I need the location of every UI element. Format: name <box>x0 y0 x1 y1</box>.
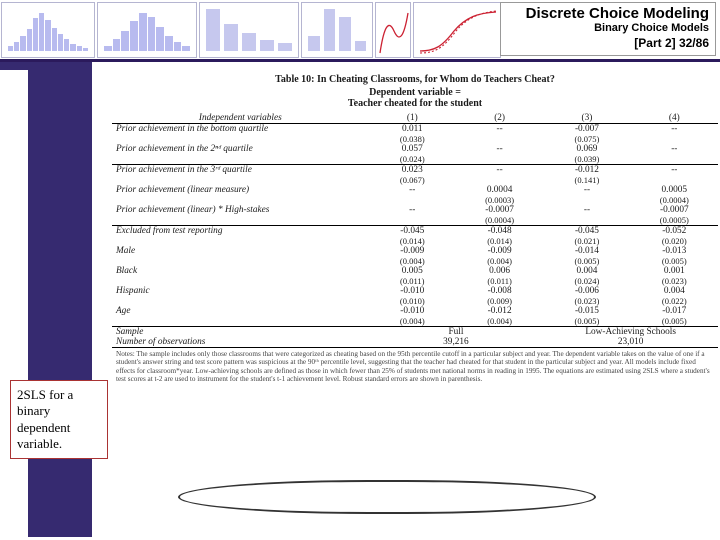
header-band: Discrete Choice Modeling Binary Choice M… <box>0 0 720 62</box>
title-sub: Binary Choice Models <box>507 22 709 34</box>
mini-chart-1 <box>1 2 95 58</box>
annotation-box: 2SLS for a binary dependent variable. <box>10 380 108 459</box>
sidebar-strip <box>0 62 92 537</box>
slide-title-box: Discrete Choice Modeling Binary Choice M… <box>500 2 716 56</box>
mini-chart-6 <box>413 2 501 58</box>
table-dep: Dependent variable = Teacher cheated for… <box>112 87 718 109</box>
mini-chart-4 <box>301 2 373 58</box>
mini-chart-3 <box>199 2 299 58</box>
mini-chart-2 <box>97 2 197 58</box>
slide-content: Table 10: In Cheating Classrooms, for Wh… <box>0 62 720 537</box>
title-main: Discrete Choice Modeling <box>507 5 709 22</box>
regression-table: Table 10: In Cheating Classrooms, for Wh… <box>112 74 718 383</box>
table-title: Table 10: In Cheating Classrooms, for Wh… <box>112 74 718 85</box>
annotation-circle <box>178 480 596 514</box>
title-part: [Part 2] 32/86 <box>507 36 709 50</box>
table-notes: Notes: The sample includes only those cl… <box>112 348 718 383</box>
mini-chart-5 <box>375 2 411 58</box>
